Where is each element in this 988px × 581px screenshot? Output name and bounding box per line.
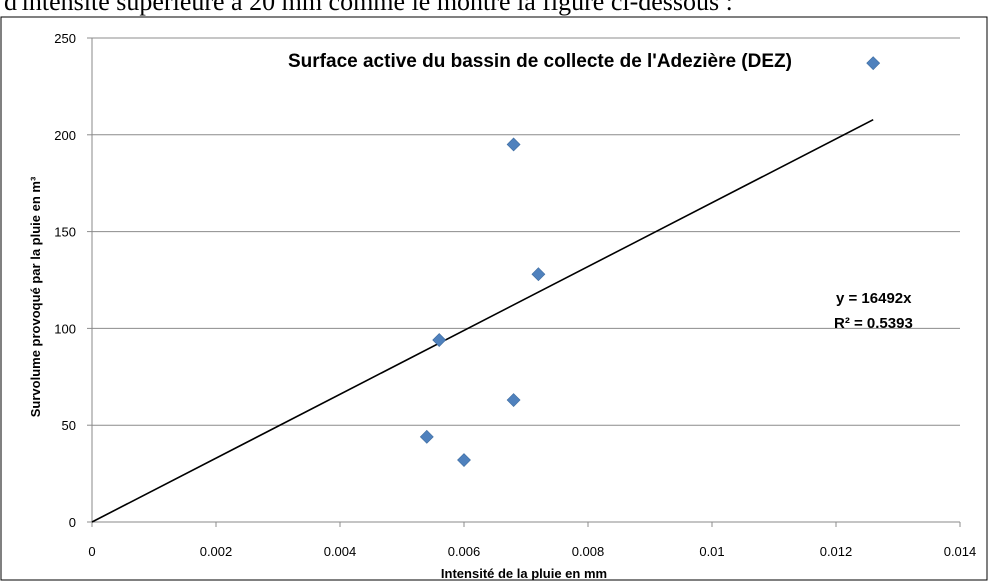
data-point-diamond: [866, 56, 881, 71]
page-heading-text: d'intensité supérieure à 20 mm comme le …: [4, 0, 733, 16]
gridlines: [87, 37, 961, 527]
y-tick-label: 200: [54, 128, 76, 143]
y-tick-labels: 0 50 100 150 200 250: [54, 31, 76, 530]
y-tick-label: 50: [62, 418, 76, 433]
x-tick-label: 0.004: [324, 544, 357, 559]
data-points: [419, 56, 881, 467]
y-tick-label: 0: [69, 515, 76, 530]
data-point-diamond: [457, 453, 471, 467]
x-tick-label: 0.002: [200, 544, 233, 559]
x-tick-label: 0.01: [699, 544, 724, 559]
x-tick-label: 0.012: [820, 544, 853, 559]
data-point-diamond: [432, 333, 447, 347]
axes: [91, 38, 960, 523]
chart-frame: [0, 16, 988, 581]
trendline: [91, 118, 874, 523]
x-tick-label: 0.006: [448, 544, 481, 559]
x-tick-label: 0.008: [572, 544, 605, 559]
x-tick-labels: 0 0.002 0.004 0.006 0.008 0.01 0.012 0.014: [88, 544, 976, 559]
y-axis-title: Survolume provoqué par la pluie en m³: [28, 176, 43, 417]
x-axis-title: Intensité de la pluie en mm: [441, 566, 607, 581]
x-tick-label: 0: [88, 544, 95, 559]
data-point-diamond: [531, 267, 546, 282]
data-point-diamond: [506, 393, 521, 407]
x-tick-label: 0.014: [944, 544, 977, 559]
y-tick-label: 250: [54, 31, 76, 46]
data-point-diamond: [506, 137, 521, 152]
trendline-group: [91, 118, 874, 523]
y-tick-label: 150: [54, 225, 76, 240]
trendline-r2: R² = 0.5393: [834, 315, 913, 332]
trendline-equation: y = 16492x: [836, 290, 912, 307]
data-point-diamond: [419, 429, 434, 444]
y-tick-label: 100: [54, 321, 76, 336]
chart-title: Surface active du bassin de collecte de …: [288, 51, 792, 72]
